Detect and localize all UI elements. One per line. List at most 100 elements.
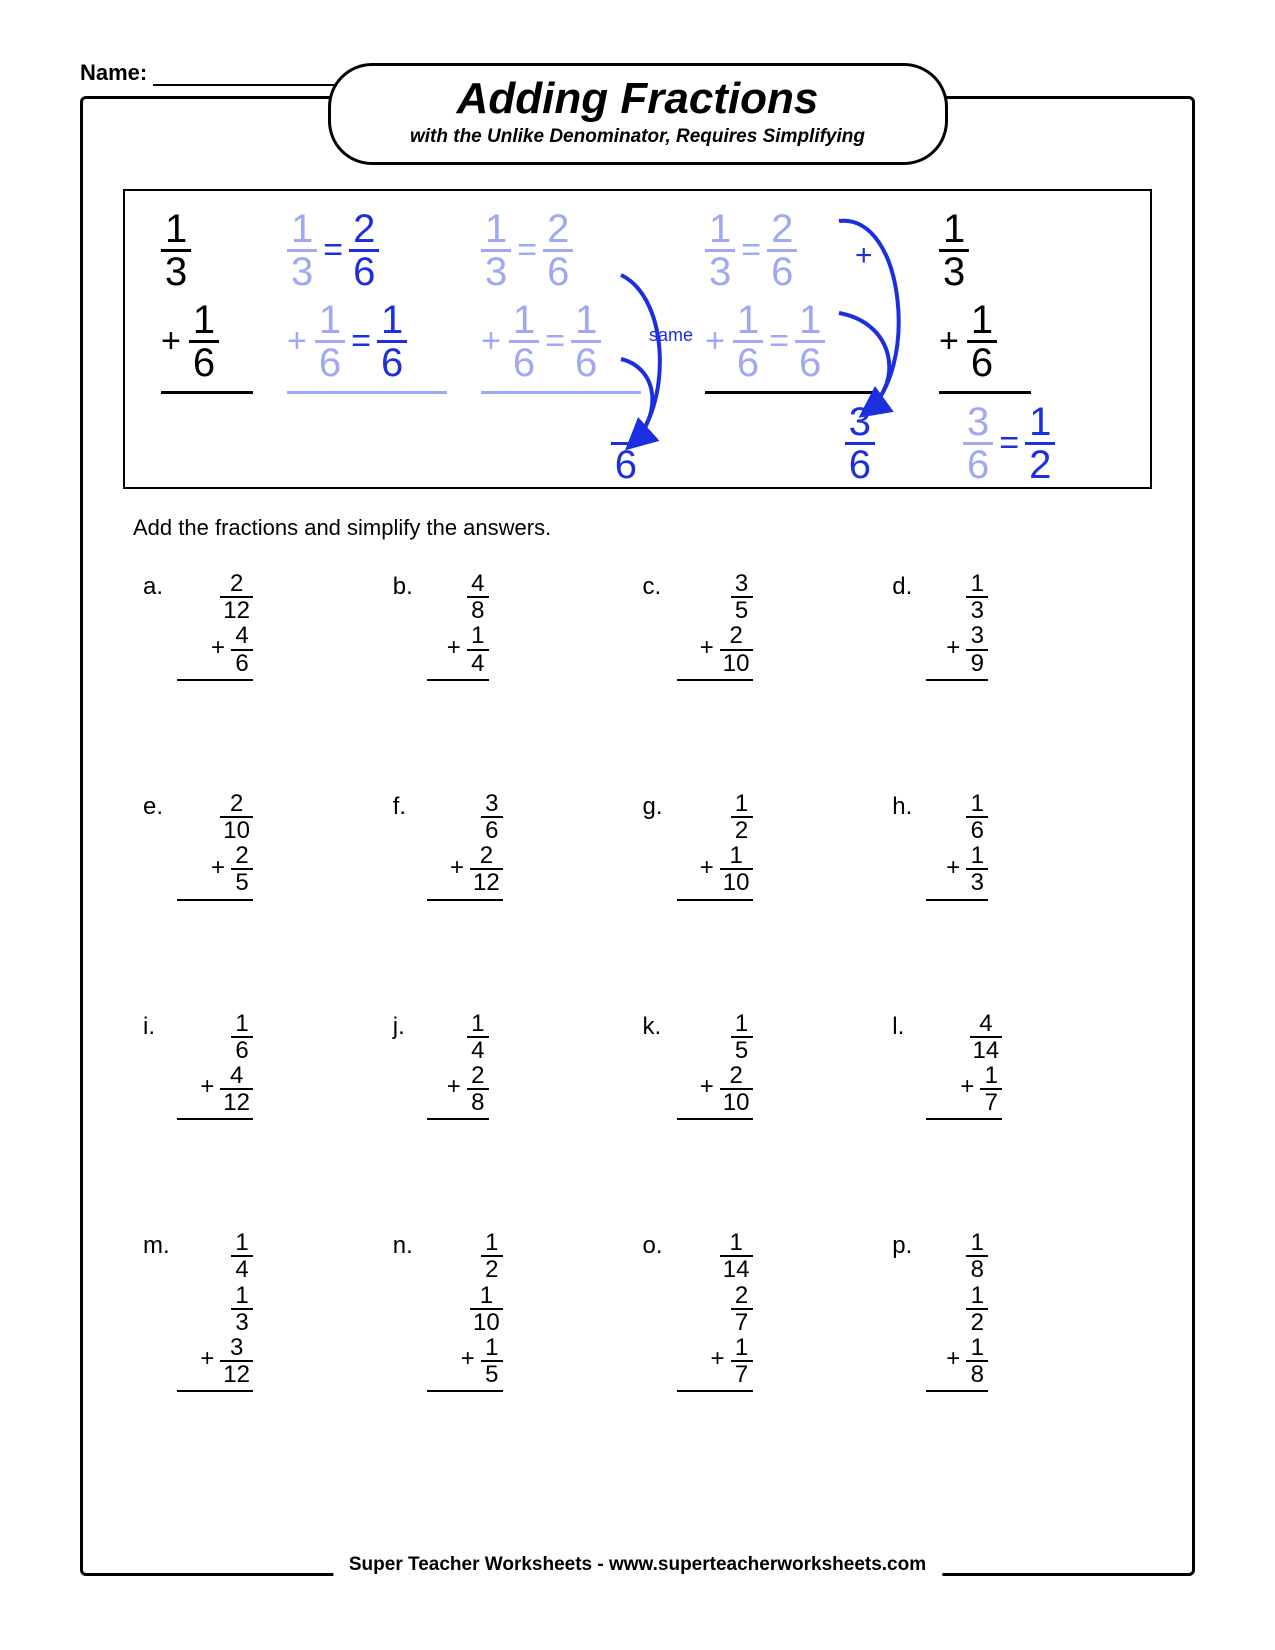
fraction: 114: [720, 1230, 753, 1282]
title-pill: Adding Fractions with the Unlike Denomin…: [328, 63, 948, 165]
fraction-stack: 13+39: [926, 571, 988, 681]
fraction: 18: [966, 1335, 988, 1387]
fraction: 412: [220, 1063, 253, 1115]
denominator: 10: [470, 1310, 503, 1335]
numerator: 2: [731, 1283, 753, 1310]
denominator: 8: [467, 598, 489, 623]
fraction-row: 13: [926, 571, 988, 623]
fraction: 14: [467, 1011, 489, 1063]
problem-c: c.35+210: [643, 571, 883, 681]
problem-label: f.: [393, 791, 427, 821]
fraction: 15: [731, 1011, 753, 1063]
sum-line: [177, 899, 253, 901]
example-step-4: 13 = 26 + 16 = 16 36 +: [705, 209, 875, 485]
denominator: 12: [220, 598, 253, 623]
fraction-stack: 414+17: [926, 1011, 1002, 1121]
fraction: 17: [731, 1335, 753, 1387]
fraction-row: 16: [177, 1011, 253, 1063]
numerator: 1: [731, 791, 753, 818]
fraction-stack: 12+110: [677, 791, 753, 901]
denominator: 6: [231, 1038, 253, 1063]
example-step-3: 13 = 26 + 16 = 16 6 same: [481, 209, 641, 485]
page-title: Adding Fractions: [391, 76, 885, 122]
worked-example: 13 +16 13 = 26 + 16 = 16: [123, 189, 1152, 489]
denominator: 4: [467, 651, 489, 676]
example-step-2: 13 = 26 + 16 = 16: [287, 209, 447, 394]
denominator: 7: [731, 1310, 753, 1335]
sum-line: [677, 899, 753, 901]
plus-sign: +: [946, 1345, 966, 1387]
fraction: 14: [467, 623, 489, 675]
denominator: 10: [720, 651, 753, 676]
fraction: 39: [966, 623, 988, 675]
sum-line: [427, 1390, 503, 1392]
plus-sign: +: [447, 634, 467, 676]
problem-label: i.: [143, 1011, 177, 1041]
fraction-row: +210: [677, 1063, 753, 1115]
fraction: 28: [467, 1063, 489, 1115]
problem-j: j.14+28: [393, 1011, 633, 1121]
denominator: 3: [966, 598, 988, 623]
sum-line: [177, 1118, 253, 1120]
plus-sign: +: [946, 854, 966, 896]
example-steps: 13 +16 13 = 26 + 16 = 16: [141, 209, 1134, 467]
numerator: 1: [966, 1230, 988, 1257]
fraction: 36: [481, 791, 503, 843]
numerator: 1: [966, 1283, 988, 1310]
instructions-text: Add the fractions and simplify the answe…: [133, 515, 1142, 541]
numerator: 4: [231, 623, 253, 650]
denominator: 10: [720, 1090, 753, 1115]
fraction-stack: 16+13: [926, 791, 988, 901]
denominator: 12: [470, 870, 503, 895]
fraction-stack: 15+210: [677, 1011, 753, 1121]
numerator: 1: [231, 1283, 253, 1310]
plus-sign: +: [700, 634, 720, 676]
fraction-row: +39: [926, 623, 988, 675]
numerator: 2: [720, 1063, 753, 1090]
fraction-row: 414: [926, 1011, 1002, 1063]
plus-sign: +: [447, 1073, 467, 1115]
numerator: 2: [220, 791, 253, 818]
fraction: 15: [481, 1335, 503, 1387]
problem-l: l.414+17: [892, 1011, 1132, 1121]
problem-label: n.: [393, 1230, 427, 1260]
fraction: 27: [731, 1283, 753, 1335]
problem-n: n.12110+15: [393, 1230, 633, 1392]
denominator: 3: [231, 1310, 253, 1335]
fraction: 13: [966, 571, 988, 623]
denominator: 14: [720, 1257, 753, 1282]
problem-d: d.13+39: [892, 571, 1132, 681]
numerator: 2: [470, 843, 503, 870]
problem-e: e.210+25: [143, 791, 383, 901]
problem-label: m.: [143, 1230, 177, 1260]
problem-label: h.: [892, 791, 926, 821]
denominator: 9: [966, 651, 988, 676]
denominator: 8: [966, 1362, 988, 1387]
sum-line: [926, 1118, 1002, 1120]
sum-line: [427, 1118, 489, 1120]
fraction-row: 48: [427, 571, 489, 623]
numerator: 4: [220, 1063, 253, 1090]
fraction-row: +212: [427, 843, 503, 895]
sum-line: [926, 679, 988, 681]
fraction-row: +110: [677, 843, 753, 895]
fraction-row: +13: [926, 843, 988, 895]
problem-k: k.15+210: [643, 1011, 883, 1121]
fraction-stack: 14+28: [427, 1011, 489, 1121]
fraction: 12: [731, 791, 753, 843]
problem-label: b.: [393, 571, 427, 601]
denominator: 8: [966, 1257, 988, 1282]
plus-sign: +: [960, 1073, 980, 1115]
fraction-stack: 1413+312: [177, 1230, 253, 1392]
numerator: 4: [970, 1011, 1003, 1038]
sum-line: [677, 1390, 753, 1392]
problem-i: i.16+412: [143, 1011, 383, 1121]
fraction-row: 114: [677, 1230, 753, 1282]
fraction-row: 18: [926, 1230, 988, 1282]
denominator: 4: [231, 1257, 253, 1282]
fraction-row: 14: [427, 1011, 489, 1063]
problem-label: g.: [643, 791, 677, 821]
worksheet-frame: Adding Fractions with the Unlike Denomin…: [80, 96, 1195, 1576]
numerator: 1: [467, 623, 489, 650]
numerator: 4: [467, 571, 489, 598]
